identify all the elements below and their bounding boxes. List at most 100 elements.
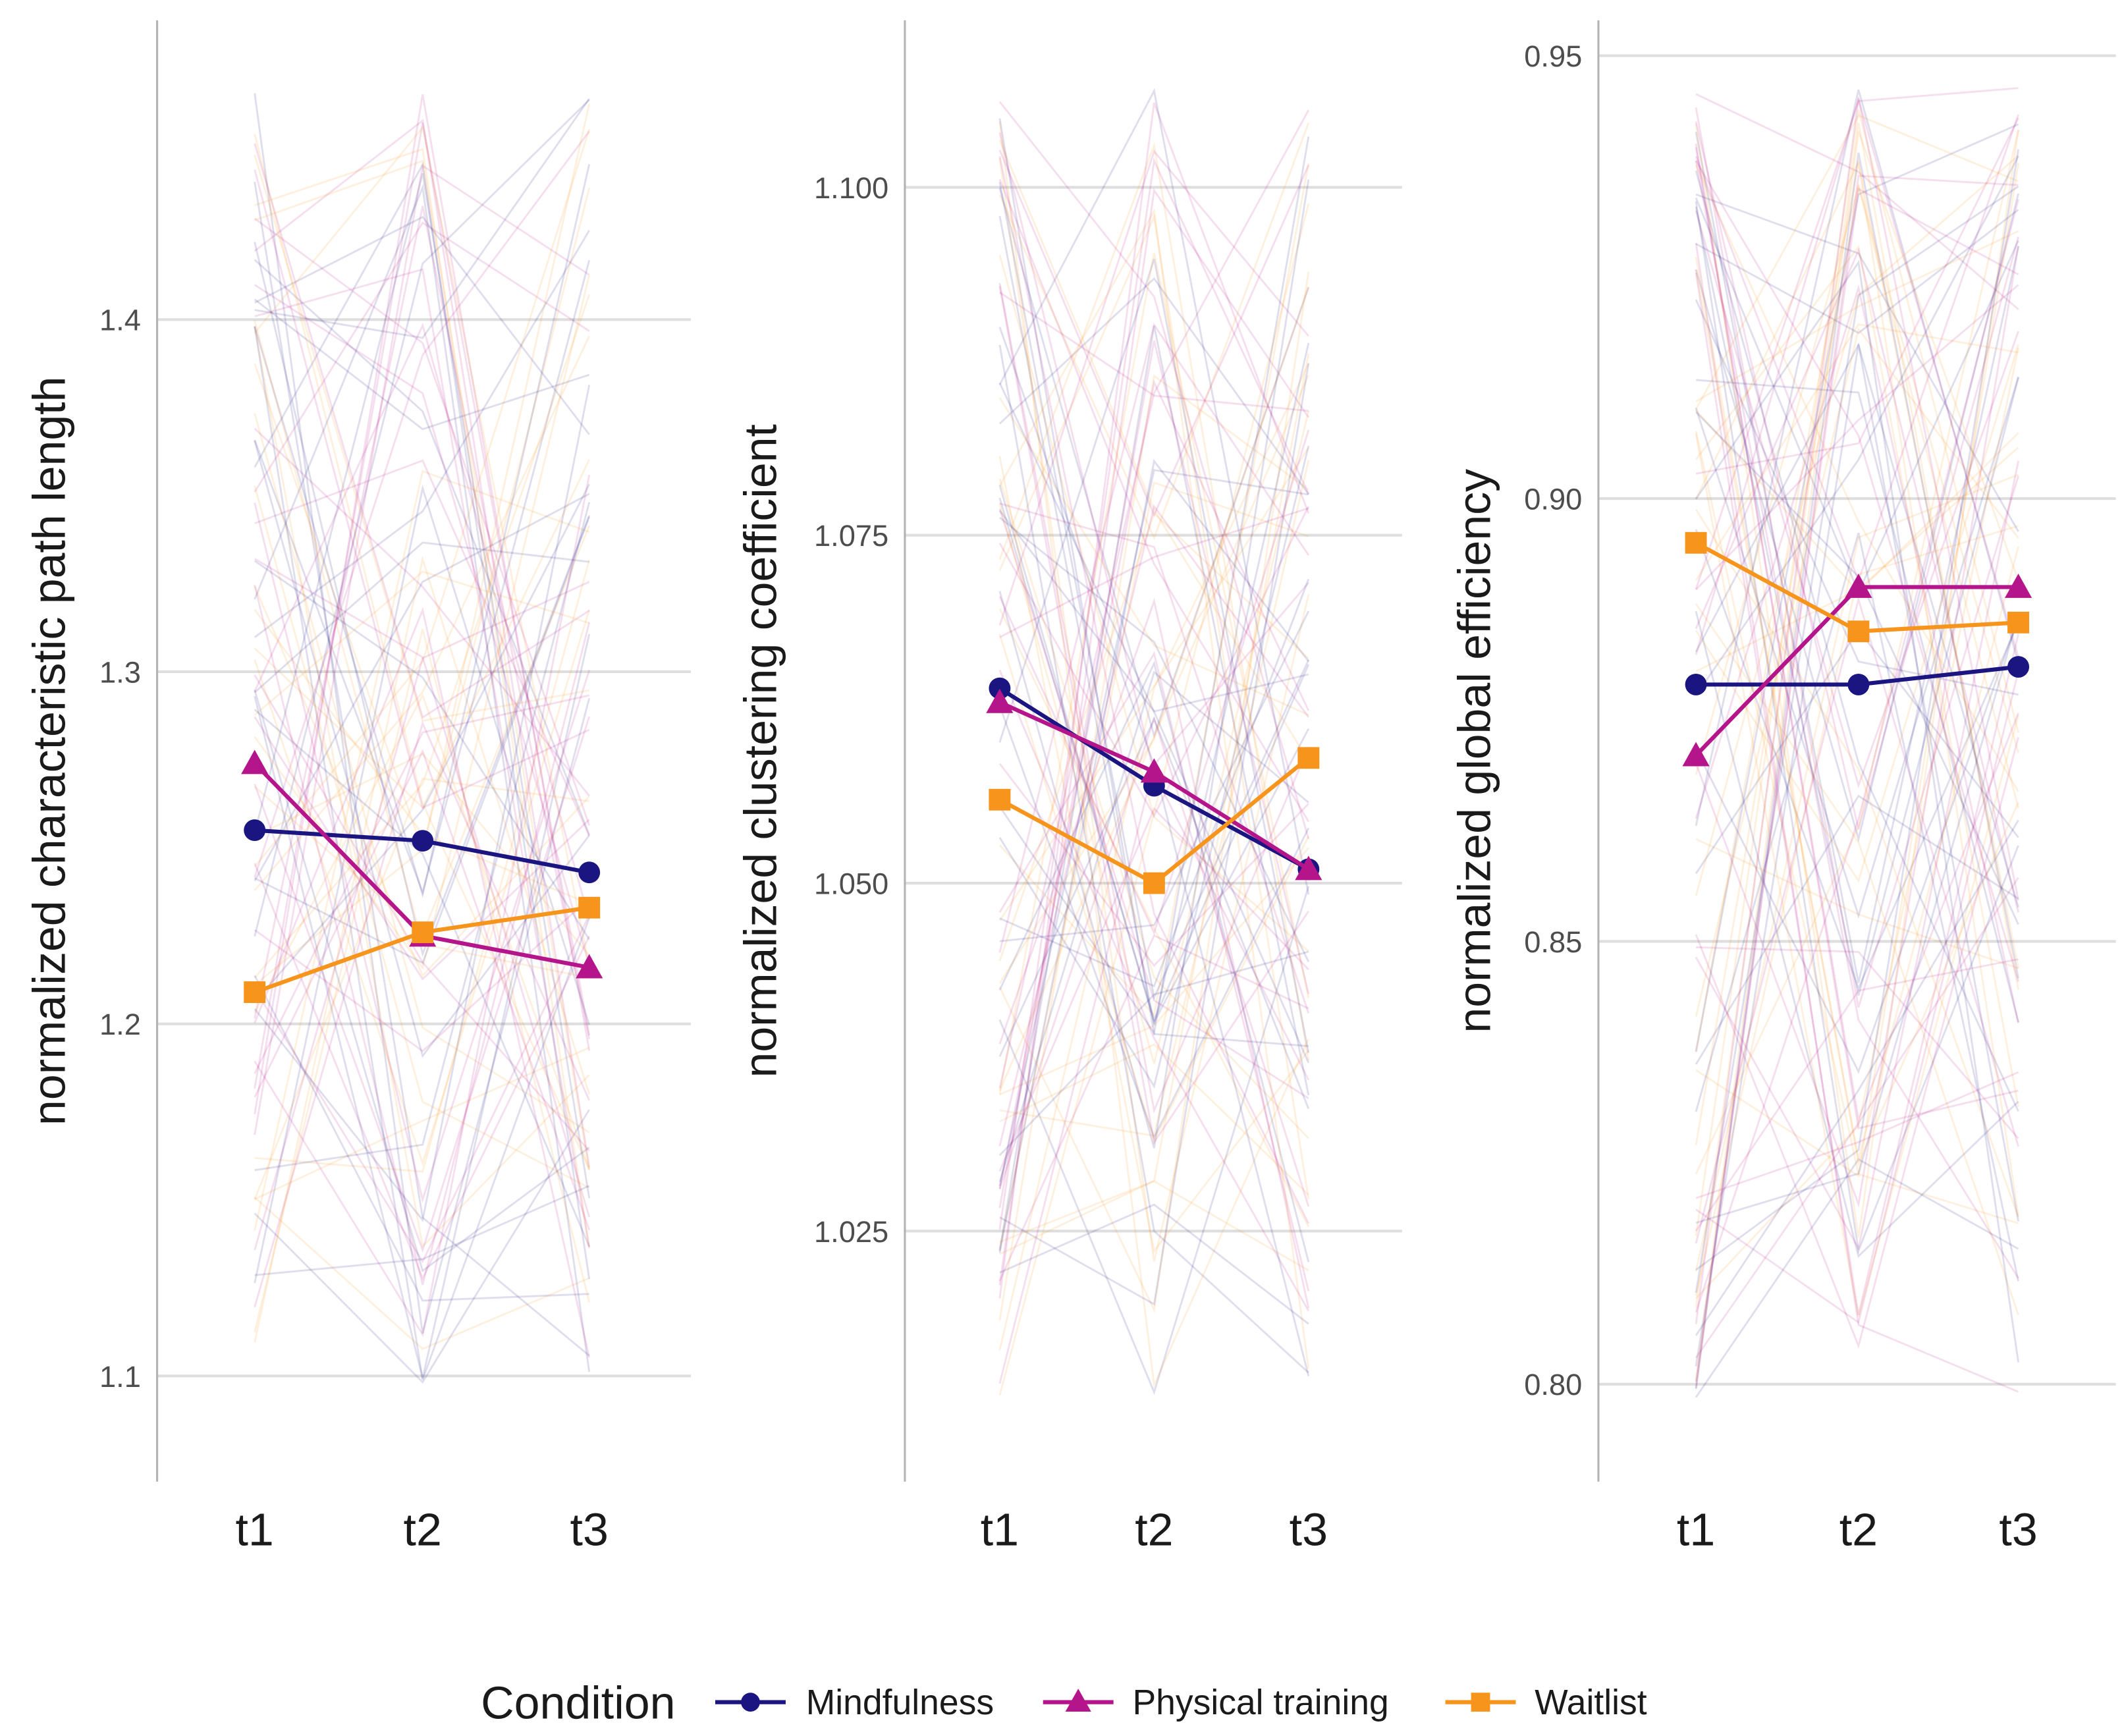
individual-trajectory-line bbox=[254, 483, 590, 1003]
individual-trajectory-line bbox=[254, 585, 590, 978]
individual-trajectory-line bbox=[254, 493, 590, 882]
individual-trajectory-line bbox=[998, 661, 1310, 1262]
individual-trajectory-line bbox=[998, 512, 1309, 962]
individual-trajectory-line bbox=[998, 179, 1310, 1149]
point-physical-training-t2 bbox=[1845, 573, 1872, 598]
y-tick-label: 1.1 bbox=[99, 1360, 141, 1394]
individual-trajectory-line bbox=[1695, 184, 2019, 1146]
individual-trajectory-line bbox=[254, 674, 590, 1152]
individual-trajectory-line bbox=[1695, 284, 2019, 591]
individual-trajectory-line bbox=[1695, 342, 2019, 908]
individual-trajectory-line bbox=[1695, 595, 2019, 1244]
individual-trajectory-line bbox=[254, 484, 591, 1284]
x-tick-label: t3 bbox=[1290, 1504, 1328, 1555]
point-physical-training-t3 bbox=[1295, 855, 1322, 881]
individual-trajectory-line bbox=[254, 502, 591, 1172]
individual-trajectory-line bbox=[998, 950, 1309, 1156]
individual-trajectory-line bbox=[1695, 247, 2019, 913]
individual-trajectory-line bbox=[1695, 163, 2019, 1178]
point-waitlist-t2 bbox=[1847, 620, 1870, 643]
individual-trajectory-line bbox=[1695, 187, 2019, 1382]
individual-trajectory-line bbox=[998, 429, 1310, 936]
individual-trajectory-line bbox=[1695, 185, 2019, 1293]
individual-trajectory-line bbox=[998, 705, 1310, 1140]
individual-trajectory-line bbox=[254, 215, 590, 435]
individual-trajectory-line bbox=[1695, 130, 2019, 1175]
individual-trajectory-line bbox=[254, 173, 591, 1199]
individual-trajectory-line bbox=[998, 149, 1309, 626]
individual-trajectory-line bbox=[1695, 269, 2019, 1160]
individual-trajectory-line bbox=[1695, 617, 2019, 1074]
individual-trajectory-line bbox=[1695, 246, 2019, 1208]
individual-trajectory-line bbox=[1695, 615, 2019, 1224]
individual-trajectory-line bbox=[254, 459, 590, 809]
point-waitlist-t3 bbox=[1297, 747, 1320, 769]
individual-trajectory-line bbox=[998, 934, 1309, 1282]
individual-trajectory-line bbox=[254, 93, 591, 1334]
legend-title: Condition bbox=[481, 1677, 675, 1728]
individual-trajectory-line bbox=[1695, 98, 2019, 1324]
individual-trajectory-line bbox=[998, 157, 1310, 1230]
individual-trajectory-line bbox=[998, 121, 1310, 1389]
point-waitlist-t3 bbox=[2007, 611, 2030, 634]
individual-trajectory-line bbox=[1695, 114, 2019, 410]
x-tick-label: t2 bbox=[404, 1504, 442, 1555]
y-tick-label: 1.025 bbox=[814, 1215, 888, 1249]
point-mindfulness-t1 bbox=[1685, 673, 1707, 695]
individual-trajectory-line bbox=[254, 581, 590, 1251]
individual-trajectory-line bbox=[1695, 344, 2019, 883]
legend: Condition Mindfulness Physical training … bbox=[481, 1677, 1647, 1728]
point-physical-training-t1 bbox=[986, 688, 1014, 713]
individual-trajectory-line bbox=[1695, 107, 2019, 1008]
individual-trajectory-line bbox=[254, 440, 590, 1058]
individual-trajectory-line bbox=[254, 634, 591, 1379]
individual-trajectory-line bbox=[998, 506, 1310, 818]
individual-trajectory-line bbox=[1695, 117, 2019, 475]
point-waitlist-t2 bbox=[1143, 872, 1165, 894]
individual-trajectory-line bbox=[254, 119, 591, 1168]
individual-trajectory-line bbox=[998, 277, 1310, 495]
individual-trajectory-line bbox=[1695, 131, 2019, 1382]
individual-trajectory-line bbox=[254, 94, 591, 1114]
series-physical-training bbox=[1682, 573, 2032, 767]
individual-trajectory-line bbox=[254, 427, 590, 797]
y-axis-label: normalized clustering coefficient bbox=[734, 424, 786, 1077]
individual-trajectory-line bbox=[254, 230, 590, 638]
individual-trajectory-line bbox=[999, 507, 1309, 638]
x-tick-label: t2 bbox=[1839, 1504, 1878, 1555]
individual-trajectory-line bbox=[1695, 508, 2019, 1218]
individual-trajectory-line bbox=[254, 385, 591, 1222]
individual-trajectory-line bbox=[1695, 460, 2019, 1251]
x-tick-label: t1 bbox=[981, 1504, 1019, 1555]
individual-trajectory-line bbox=[254, 97, 590, 339]
individual-trajectory-line bbox=[998, 504, 1309, 1147]
individual-trajectory-line bbox=[998, 597, 1310, 1309]
point-mindfulness-t1 bbox=[244, 819, 266, 842]
individual-trajectory-line bbox=[998, 715, 1310, 1207]
individual-trajectory-line bbox=[254, 975, 589, 1302]
individual-trajectory-line bbox=[998, 109, 1310, 1089]
individual-trajectory-line bbox=[1695, 87, 2019, 590]
individual-trajectory-line bbox=[998, 88, 1310, 895]
individual-trajectory-line bbox=[254, 205, 591, 1039]
point-waitlist-t1 bbox=[989, 788, 1011, 811]
individual-trajectory-line bbox=[998, 118, 1309, 1047]
individual-trajectory-line bbox=[999, 610, 1310, 942]
individual-trajectory-line bbox=[254, 541, 589, 693]
individual-trajectory-line bbox=[254, 502, 591, 1203]
individual-trajectory-line bbox=[254, 716, 591, 1253]
individual-trajectory-line bbox=[254, 221, 590, 493]
individual-trajectory-line bbox=[998, 807, 1309, 1172]
individual-trajectory-line bbox=[999, 363, 1310, 1306]
individual-trajectory-line bbox=[254, 128, 591, 867]
individual-trajectory-line bbox=[1695, 199, 2019, 1313]
individual-trajectory-line bbox=[254, 164, 591, 899]
individual-trajectory-line bbox=[254, 777, 589, 1200]
individual-trajectory-line bbox=[1695, 95, 2019, 657]
individual-trajectory-line bbox=[254, 459, 591, 836]
y-tick-label: 1.075 bbox=[814, 519, 888, 553]
individual-trajectory-line bbox=[998, 156, 1310, 1224]
individual-trajectory-line bbox=[254, 752, 590, 956]
individual-trajectory-line bbox=[1695, 610, 2019, 1259]
point-mindfulness-t3 bbox=[578, 861, 601, 884]
